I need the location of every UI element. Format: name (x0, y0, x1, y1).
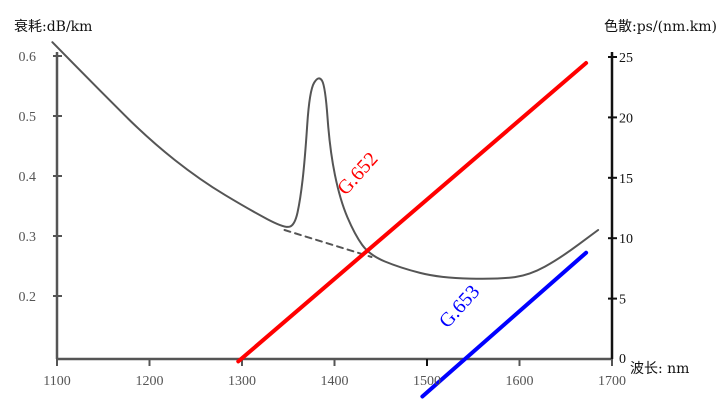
axes (53, 52, 617, 366)
left-tick-label: 0.2 (19, 290, 37, 305)
series-attenuation (51, 41, 600, 280)
left-tick-label: 0.6 (19, 50, 37, 65)
right-tick-label: 20 (619, 111, 633, 126)
left-tick-label: 0.3 (19, 230, 37, 245)
x-tick-label: 1600 (506, 374, 534, 389)
left-axis-title: 衰耗:dB/km (14, 18, 92, 35)
right-tick-label: 25 (619, 51, 633, 66)
series-g-652 (236, 61, 589, 364)
right-tick-label: 15 (619, 172, 633, 187)
left-tick-label: 0.4 (19, 170, 37, 185)
x-tick-label: 1200 (136, 374, 164, 389)
x-tick-label: 1400 (321, 374, 349, 389)
right-axis-title: 色散:ps/(nm.km) (604, 18, 717, 35)
series-group (51, 41, 600, 399)
annotation-g-652: G.652 (333, 148, 382, 199)
series-g-653 (420, 250, 589, 399)
right-tick-label: 0 (619, 352, 626, 367)
x-axis-title: 波长: nm (630, 361, 689, 377)
right-tick-label: 5 (619, 293, 626, 308)
x-tick-label: 1100 (43, 374, 70, 389)
left-tick-label: 0.5 (19, 110, 37, 125)
right-tick-label: 10 (619, 232, 633, 247)
annotation-g-653: G.653 (435, 281, 484, 332)
x-tick-label: 1300 (228, 374, 256, 389)
series-attenuation-extrapolated (283, 229, 373, 258)
x-tick-label: 1700 (598, 374, 626, 389)
x-tick-label: 1500 (413, 374, 441, 389)
